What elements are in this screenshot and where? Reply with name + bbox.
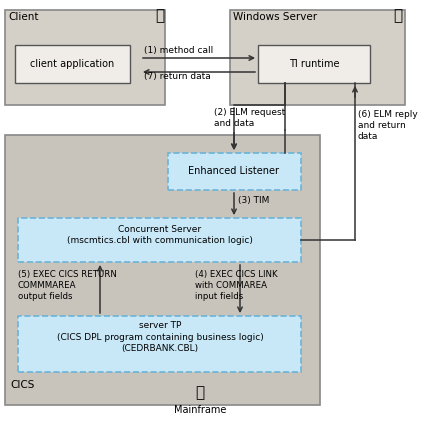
Text: TI runtime: TI runtime <box>288 59 338 69</box>
Text: Client: Client <box>8 12 38 22</box>
FancyBboxPatch shape <box>5 10 165 105</box>
Text: 🗄: 🗄 <box>393 8 402 23</box>
Text: (2) ELM request
and data: (2) ELM request and data <box>214 108 285 128</box>
Text: (4) EXEC CICS LINK
with COMMAREA
input fields: (4) EXEC CICS LINK with COMMAREA input f… <box>194 270 277 301</box>
Text: (5) EXEC CICS RETURN
COMMMAREA
output fields: (5) EXEC CICS RETURN COMMMAREA output fi… <box>18 270 117 301</box>
Text: Windows Server: Windows Server <box>233 12 316 22</box>
Text: CICS: CICS <box>10 380 34 390</box>
Text: Mainframe: Mainframe <box>173 405 226 415</box>
FancyBboxPatch shape <box>258 45 369 83</box>
Text: client application: client application <box>30 59 114 69</box>
FancyBboxPatch shape <box>168 153 300 190</box>
Text: 🖥: 🖥 <box>195 385 204 400</box>
Text: (7) return data: (7) return data <box>144 72 210 81</box>
FancyBboxPatch shape <box>230 10 404 105</box>
Text: Enhanced Listener: Enhanced Listener <box>188 166 279 176</box>
FancyBboxPatch shape <box>15 45 130 83</box>
Text: 🖥: 🖥 <box>155 8 164 23</box>
Text: (3) TIM: (3) TIM <box>237 195 269 205</box>
Text: Concurrent Server
(mscmtics.cbl with communication logic): Concurrent Server (mscmtics.cbl with com… <box>67 225 252 246</box>
Text: server TP
(CICS DPL program containing business logic)
(CEDRBANK.CBL): server TP (CICS DPL program containing b… <box>56 321 263 353</box>
Text: (1) method call: (1) method call <box>144 46 213 55</box>
FancyBboxPatch shape <box>5 135 319 405</box>
FancyBboxPatch shape <box>18 218 300 262</box>
Text: (6) ELM reply
and return
data: (6) ELM reply and return data <box>357 110 417 141</box>
FancyBboxPatch shape <box>18 316 300 372</box>
